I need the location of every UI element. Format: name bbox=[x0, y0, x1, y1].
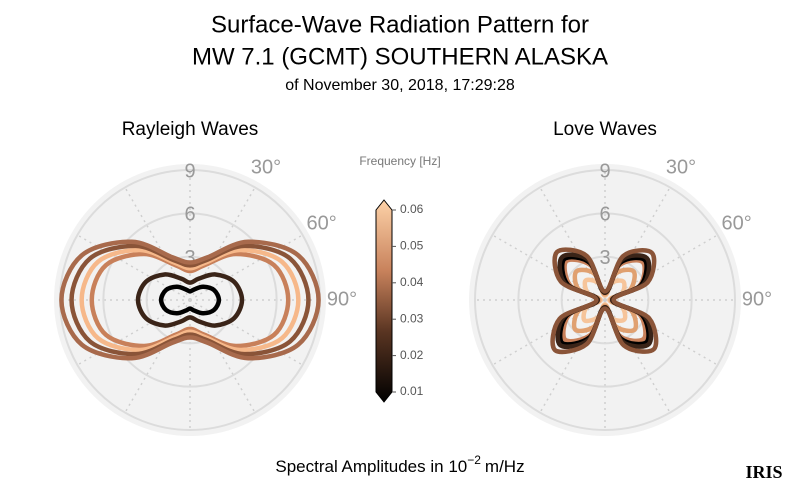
theta-tick-label: 60° bbox=[722, 212, 752, 234]
colorbar bbox=[375, 199, 393, 403]
colorbar-tick-label: 0.05 bbox=[400, 239, 424, 253]
radial-grid bbox=[560, 255, 650, 345]
theta-tick-label: 60° bbox=[307, 212, 337, 234]
r-tick-label: 3 bbox=[184, 247, 195, 269]
spoke bbox=[124, 299, 191, 413]
chart-title: Rayleigh Waves bbox=[122, 119, 259, 140]
pattern-curve bbox=[550, 247, 659, 355]
chart-title: Love Waves bbox=[553, 119, 657, 140]
title: Surface-Wave Radiation Pattern for bbox=[211, 11, 589, 38]
colorbar-tick-label: 0.06 bbox=[400, 202, 424, 216]
pattern-curve bbox=[79, 247, 301, 353]
radial-grid bbox=[145, 255, 235, 345]
r-tick-label: 6 bbox=[184, 204, 195, 226]
radial-grid bbox=[517, 212, 693, 388]
logo: IRIS bbox=[745, 462, 782, 482]
pattern-curve bbox=[69, 243, 311, 357]
spoke bbox=[539, 187, 606, 301]
spoke bbox=[189, 299, 256, 413]
r-tick-label: 9 bbox=[184, 160, 195, 182]
r-tick-label: 6 bbox=[599, 204, 610, 226]
pattern-curve bbox=[135, 272, 245, 328]
r-tick-label: 3 bbox=[599, 247, 610, 269]
spoke bbox=[539, 299, 606, 413]
spoke bbox=[604, 234, 718, 301]
x-label-sup: −2 bbox=[467, 453, 481, 467]
spoke bbox=[189, 187, 256, 301]
pattern-curve bbox=[89, 251, 291, 349]
radial-grid bbox=[102, 212, 278, 388]
pattern-curve bbox=[158, 284, 222, 316]
colorbar-tick-label: 0.01 bbox=[400, 384, 424, 398]
spoke bbox=[604, 187, 671, 301]
colorbar-tick-label: 0.02 bbox=[400, 348, 424, 362]
x-label-text: Spectral Amplitudes in 10 bbox=[275, 457, 467, 476]
colorbar-label: Frequency [Hz] bbox=[359, 154, 440, 168]
r-tick-label: 9 bbox=[599, 160, 610, 182]
pattern-curve bbox=[59, 239, 321, 361]
theta-tick-label: 30° bbox=[251, 157, 281, 179]
theta-tick-label: 90° bbox=[327, 288, 357, 310]
title: MW 7.1 (GCMT) SOUTHERN ALASKA bbox=[192, 43, 608, 70]
theta-tick-label: 30° bbox=[666, 157, 696, 179]
x-label: Spectral Amplitudes in 10−2 m/Hz bbox=[275, 453, 524, 476]
colorbar-tick-label: 0.04 bbox=[400, 275, 424, 289]
spoke bbox=[604, 299, 671, 413]
colorbar-tick-label: 0.03 bbox=[400, 311, 424, 325]
spoke bbox=[492, 234, 606, 301]
x-label-unit: m/Hz bbox=[485, 457, 525, 476]
theta-tick-label: 90° bbox=[742, 288, 772, 310]
subtitle: of November 30, 2018, 17:29:28 bbox=[285, 77, 515, 94]
spoke bbox=[604, 299, 718, 366]
radial-grid bbox=[474, 169, 736, 431]
spoke bbox=[124, 187, 191, 301]
spoke bbox=[492, 299, 606, 366]
